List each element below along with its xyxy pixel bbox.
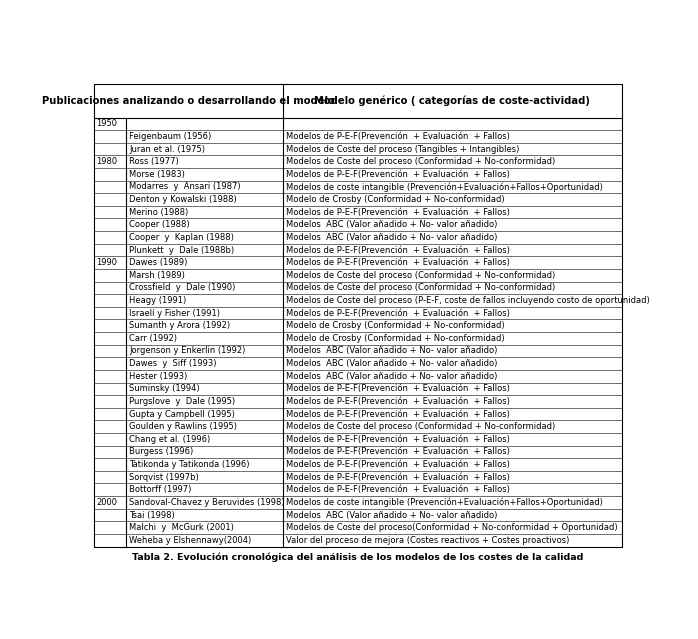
Text: Juran et al. (1975): Juran et al. (1975) xyxy=(129,144,205,153)
Text: Ross (1977): Ross (1977) xyxy=(129,157,179,166)
Text: Valor del proceso de mejora (Costes reactivos + Costes proactivos): Valor del proceso de mejora (Costes reac… xyxy=(286,535,570,545)
Text: Cooper  y  Kaplan (1988): Cooper y Kaplan (1988) xyxy=(129,233,235,242)
Text: Modelos de Coste del proceso (Conformidad + No-conformidad): Modelos de Coste del proceso (Conformida… xyxy=(286,271,556,280)
Text: Sumanth y Arora (1992): Sumanth y Arora (1992) xyxy=(129,321,230,330)
Text: Crossfield  y  Dale (1990): Crossfield y Dale (1990) xyxy=(129,283,236,293)
Text: Feigenbaum (1956): Feigenbaum (1956) xyxy=(129,132,211,141)
Text: Modelos de P-E-F(Prevención  + Evaluación  + Fallos): Modelos de P-E-F(Prevención + Evaluación… xyxy=(286,245,510,254)
Text: Burgess (1996): Burgess (1996) xyxy=(129,447,193,456)
Text: Sorqvist (1997b): Sorqvist (1997b) xyxy=(129,473,199,482)
Text: Modelos de coste intangible (Prevención+Evaluación+Fallos+Oportunidad): Modelos de coste intangible (Prevención+… xyxy=(286,498,603,507)
Text: Modelos de Coste del proceso (Tangibles + Intangibles): Modelos de Coste del proceso (Tangibles … xyxy=(286,144,520,153)
Text: 1950: 1950 xyxy=(96,119,117,128)
Text: 1980: 1980 xyxy=(96,157,117,166)
Text: Weheba y Elshennawy(2004): Weheba y Elshennawy(2004) xyxy=(129,535,252,545)
Text: Modelos de P-E-F(Prevención  + Evaluación  + Fallos): Modelos de P-E-F(Prevención + Evaluación… xyxy=(286,485,510,495)
Text: Chang et al. (1996): Chang et al. (1996) xyxy=(129,435,211,444)
Text: Plunkett  y  Dale (1988b): Plunkett y Dale (1988b) xyxy=(129,245,235,254)
Text: Gupta y Campbell (1995): Gupta y Campbell (1995) xyxy=(129,410,235,419)
Text: Goulden y Rawlins (1995): Goulden y Rawlins (1995) xyxy=(129,422,237,431)
Text: Modelos de Coste del proceso (Conformidad + No-conformidad): Modelos de Coste del proceso (Conformida… xyxy=(286,157,556,166)
Text: Tabla 2. Evolución cronológica del análisis de los modelos de los costes de la c: Tabla 2. Evolución cronológica del análi… xyxy=(132,553,584,562)
Text: Denton y Kowalski (1988): Denton y Kowalski (1988) xyxy=(129,195,237,204)
Text: Dawes  y  Siff (1993): Dawes y Siff (1993) xyxy=(129,359,217,368)
Text: Modelos de P-E-F(Prevención  + Evaluación  + Fallos): Modelos de P-E-F(Prevención + Evaluación… xyxy=(286,258,510,267)
Text: Purgslove  y  Dale (1995): Purgslove y Dale (1995) xyxy=(129,397,235,406)
Text: Modelos de P-E-F(Prevención  + Evaluación  + Fallos): Modelos de P-E-F(Prevención + Evaluación… xyxy=(286,410,510,419)
Text: Sandoval-Chavez y Beruvides (1998): Sandoval-Chavez y Beruvides (1998) xyxy=(129,498,285,507)
Text: Heagy (1991): Heagy (1991) xyxy=(129,296,186,305)
Text: Hester (1993): Hester (1993) xyxy=(129,372,188,381)
Text: Modelos  ABC (Valor añadido + No- valor añadido): Modelos ABC (Valor añadido + No- valor a… xyxy=(286,220,498,229)
Text: Modelos de P-E-F(Prevención  + Evaluación  + Fallos): Modelos de P-E-F(Prevención + Evaluación… xyxy=(286,447,510,456)
Text: Modelos de P-E-F(Prevención  + Evaluación  + Fallos): Modelos de P-E-F(Prevención + Evaluación… xyxy=(286,132,510,141)
Text: Modelos de P-E-F(Prevención  + Evaluación  + Fallos): Modelos de P-E-F(Prevención + Evaluación… xyxy=(286,208,510,217)
Text: Modelos de Coste del proceso(Conformidad + No-conformidad + Oportunidad): Modelos de Coste del proceso(Conformidad… xyxy=(286,523,618,532)
Text: Modelos  ABC (Valor añadido + No- valor añadido): Modelos ABC (Valor añadido + No- valor a… xyxy=(286,372,498,381)
Text: Marsh (1989): Marsh (1989) xyxy=(129,271,186,280)
Text: Modarres  y  Ansari (1987): Modarres y Ansari (1987) xyxy=(129,182,241,192)
Text: Carr (1992): Carr (1992) xyxy=(129,334,177,343)
Text: Modelos de Coste del proceso (P-E-F, coste de fallos incluyendo costo de oportun: Modelos de Coste del proceso (P-E-F, cos… xyxy=(286,296,650,305)
Text: Dawes (1989): Dawes (1989) xyxy=(129,258,188,267)
Text: Cooper (1988): Cooper (1988) xyxy=(129,220,190,229)
Text: Modelos de P-E-F(Prevención  + Evaluación  + Fallos): Modelos de P-E-F(Prevención + Evaluación… xyxy=(286,309,510,318)
Text: Modelo genérico ( categorías de coste-actividad): Modelo genérico ( categorías de coste-ac… xyxy=(315,96,591,106)
Text: Modelos  ABC (Valor añadido + No- valor añadido): Modelos ABC (Valor añadido + No- valor a… xyxy=(286,359,498,368)
Text: Modelo de Crosby (Conformidad + No-conformidad): Modelo de Crosby (Conformidad + No-confo… xyxy=(286,195,505,204)
Text: Bottorff (1997): Bottorff (1997) xyxy=(129,485,192,495)
Text: Merino (1988): Merino (1988) xyxy=(129,208,188,217)
Text: Modelos de coste intangible (Prevención+Evaluación+Fallos+Oportunidad): Modelos de coste intangible (Prevención+… xyxy=(286,182,603,192)
Text: Modelos de Coste del proceso (Conformidad + No-conformidad): Modelos de Coste del proceso (Conformida… xyxy=(286,422,556,431)
Text: Modelo de Crosby (Conformidad + No-conformidad): Modelo de Crosby (Conformidad + No-confo… xyxy=(286,321,505,330)
Text: 1990: 1990 xyxy=(96,258,117,267)
Text: Modelos de P-E-F(Prevención  + Evaluación  + Fallos): Modelos de P-E-F(Prevención + Evaluación… xyxy=(286,170,510,179)
Text: Morse (1983): Morse (1983) xyxy=(129,170,186,179)
Text: Modelos de P-E-F(Prevención  + Evaluación  + Fallos): Modelos de P-E-F(Prevención + Evaluación… xyxy=(286,384,510,394)
Text: Modelo de Crosby (Conformidad + No-conformidad): Modelo de Crosby (Conformidad + No-confo… xyxy=(286,334,505,343)
Text: Modelos de P-E-F(Prevención  + Evaluación  + Fallos): Modelos de P-E-F(Prevención + Evaluación… xyxy=(286,397,510,406)
Text: Publicaciones analizando o desarrollando el modelo: Publicaciones analizando o desarrollando… xyxy=(42,96,335,106)
Text: Malchi  y  McGurk (2001): Malchi y McGurk (2001) xyxy=(129,523,235,532)
Text: Modelos de P-E-F(Prevención  + Evaluación  + Fallos): Modelos de P-E-F(Prevención + Evaluación… xyxy=(286,473,510,482)
Text: Modelos  ABC (Valor añadido + No- valor añadido): Modelos ABC (Valor añadido + No- valor a… xyxy=(286,233,498,242)
Text: Jorgenson y Enkerlin (1992): Jorgenson y Enkerlin (1992) xyxy=(129,346,246,355)
Text: 2000: 2000 xyxy=(96,498,117,507)
Text: Modelos de P-E-F(Prevención  + Evaluación  + Fallos): Modelos de P-E-F(Prevención + Evaluación… xyxy=(286,435,510,444)
Text: Tsai (1998): Tsai (1998) xyxy=(129,511,175,520)
Text: Tatikonda y Tatikonda (1996): Tatikonda y Tatikonda (1996) xyxy=(129,460,250,469)
Text: Modelos  ABC (Valor añadido + No- valor añadido): Modelos ABC (Valor añadido + No- valor a… xyxy=(286,346,498,355)
Text: Modelos  ABC (Valor añadido + No- valor añadido): Modelos ABC (Valor añadido + No- valor a… xyxy=(286,511,498,520)
Text: Modelos de Coste del proceso (Conformidad + No-conformidad): Modelos de Coste del proceso (Conformida… xyxy=(286,283,556,293)
Text: Suminsky (1994): Suminsky (1994) xyxy=(129,384,200,394)
Text: Modelos de P-E-F(Prevención  + Evaluación  + Fallos): Modelos de P-E-F(Prevención + Evaluación… xyxy=(286,460,510,469)
Text: Israelí y Fisher (1991): Israelí y Fisher (1991) xyxy=(129,309,221,318)
